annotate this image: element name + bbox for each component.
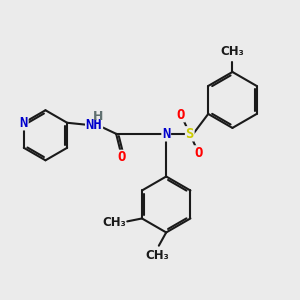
Text: N: N — [162, 127, 170, 141]
Text: O: O — [118, 150, 126, 164]
Text: S: S — [186, 127, 194, 141]
Text: O: O — [194, 146, 203, 160]
Text: N: N — [20, 116, 28, 130]
Text: O: O — [177, 108, 185, 122]
Text: CH₃: CH₃ — [220, 45, 244, 58]
Text: H: H — [92, 110, 103, 123]
Text: CH₃: CH₃ — [102, 216, 126, 230]
Text: NH: NH — [86, 118, 102, 132]
Text: CH₃: CH₃ — [146, 249, 169, 262]
